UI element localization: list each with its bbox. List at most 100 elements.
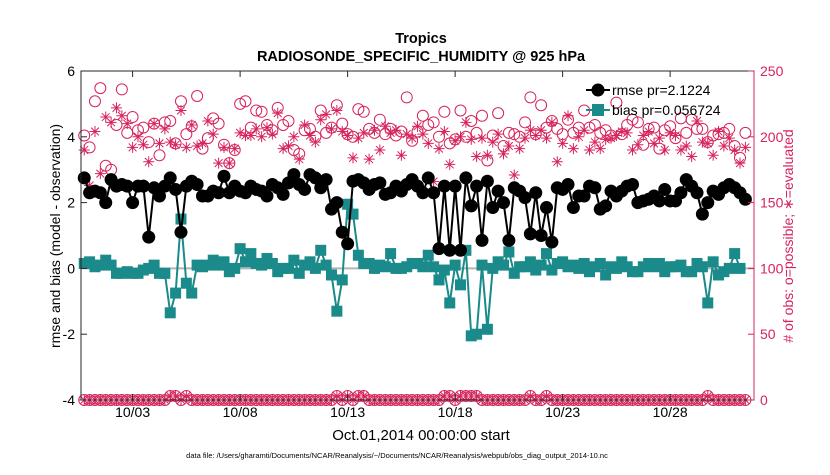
bias-marker [600,269,612,281]
evaluated-obs-marker [288,131,300,143]
possible-obs-marker [438,105,451,118]
evaluated-obs-marker [487,136,499,148]
evaluated-obs-marker [164,136,176,148]
evaluated-obs-marker [734,157,746,169]
possible-obs-marker [115,83,128,96]
bias-marker [686,266,698,278]
evaluated-obs-marker [116,110,128,122]
x-tick-label: 10/03 [115,404,150,420]
evaluated-obs-marker [438,126,450,138]
rmse-marker [260,189,274,203]
bias-marker [256,259,268,271]
possible-obs-marker [400,91,413,104]
legend: rmse pr=2.1224 bias pr=0.056724 [586,82,721,118]
bias-marker [422,249,434,261]
y-left-tick-label: -2 [63,326,76,342]
possible-obs-marker [508,128,521,141]
rmse-marker [427,186,441,200]
rmse-marker [652,194,666,208]
rmse-marker [319,173,333,187]
possible-obs-marker [164,115,177,128]
evaluated-obs-marker [213,157,225,169]
bias-marker [304,256,316,268]
possible-obs-marker [250,104,263,117]
evaluated-obs-marker [121,118,133,130]
evaluated-obs-marker [508,169,520,181]
evaluated-obs-marker [390,124,402,136]
possible-obs-marker [476,109,489,122]
evaluated-obs-marker [320,108,332,120]
evaluated-obs-marker [315,114,327,126]
rmse-series-layer [77,168,752,257]
bias-marker [180,277,192,289]
evaluated-obs-marker [471,390,483,402]
evaluated-obs-marker [196,137,208,149]
rmse-marker [588,181,602,195]
rmse-marker [502,233,516,247]
evaluated-obs-marker [589,136,601,148]
rmse-marker [77,171,91,185]
bias-marker [578,257,590,269]
evaluated-obs-marker [148,118,160,130]
rmse-marker [330,196,344,210]
evaluated-obs-marker [223,157,235,169]
possible-obs-marker [739,126,752,139]
possible-obs-marker [427,116,440,129]
rmse-marker [690,186,704,200]
possible-obs-marker [88,95,101,108]
chart-subtitle: RADIOSONDE_SPECIFIC_HUMIDITY @ 925 hPa [257,49,586,65]
rmse-marker [454,243,468,257]
evaluated-obs-marker [374,144,386,156]
evaluated-obs-marker [621,127,633,139]
rmse-marker [497,196,511,210]
evaluated-obs-marker [309,136,321,148]
bias-marker [487,262,499,274]
possible-obs-marker [454,104,467,117]
evaluated-obs-marker [132,131,144,143]
rmse-marker [169,182,183,196]
possible-obs-marker [492,107,505,120]
evaluated-obs-marker [218,141,230,153]
bias-marker [379,261,391,273]
evaluated-obs-marker [191,140,203,152]
rmse-marker [529,186,543,200]
rmse-marker [443,243,457,257]
possible-obs-marker [212,117,225,130]
evaluated-obs-marker [557,137,569,149]
evaluated-obs-marker [455,131,467,143]
bias-marker [503,246,515,258]
evaluated-obs-marker [498,148,510,160]
evaluated-obs-marker [664,127,676,139]
y-left-tick-label: 4 [67,129,75,145]
bias-marker [315,244,327,256]
evaluated-obs-marker [444,158,456,170]
rmse-marker [437,179,451,193]
rmse-marker [480,174,494,188]
possible-obs-marker [137,121,150,134]
rmse-marker [217,169,231,183]
rmse-marker [459,171,473,185]
bias-marker [234,243,246,255]
evaluated-obs-marker [562,110,574,122]
y-right-tick-label: 50 [760,326,776,342]
bias-marker [325,269,337,281]
possible-obs-marker [524,91,537,104]
bias-marker [476,259,488,271]
evaluated-obs-marker [347,152,359,164]
evaluated-obs-marker [186,119,198,131]
bias-marker [159,267,171,279]
evaluated-obs-marker [170,139,182,151]
bias-marker [455,279,467,291]
evaluated-obs-marker [670,129,682,141]
evaluated-obs-marker [412,120,423,132]
y-right-tick-label: 100 [760,260,784,276]
evaluated-obs-marker [616,126,628,138]
evaluated-obs-marker [304,129,316,141]
bias-marker [449,259,461,271]
bias-marker [245,248,257,260]
evaluated-obs-marker [422,137,434,149]
evaluated-obs-marker [299,119,311,131]
evaluated-obs-marker [368,124,380,136]
evaluated-obs-marker [465,133,477,145]
